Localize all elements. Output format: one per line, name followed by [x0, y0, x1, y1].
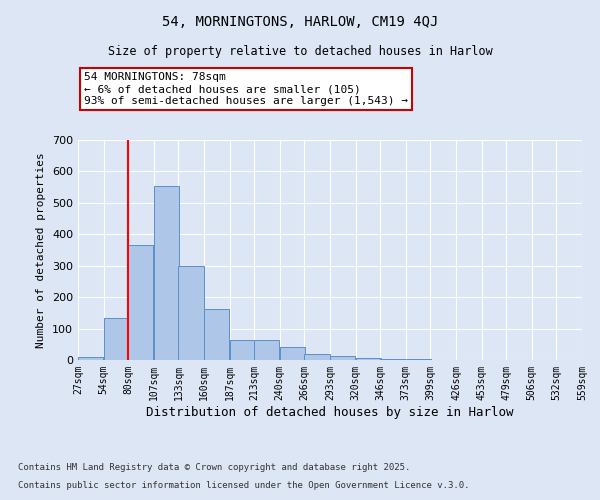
Bar: [178, 266, 203, 360]
Text: Contains public sector information licensed under the Open Government Licence v.: Contains public sector information licen…: [18, 481, 470, 490]
Y-axis label: Number of detached properties: Number of detached properties: [37, 152, 46, 348]
X-axis label: Distribution of detached houses by size in Harlow: Distribution of detached houses by size …: [146, 406, 514, 418]
Bar: [330, 356, 355, 360]
Bar: [380, 359, 406, 360]
Bar: [204, 309, 229, 360]
Text: 54 MORNINGTONS: 78sqm
← 6% of detached houses are smaller (105)
93% of semi-deta: 54 MORNINGTONS: 78sqm ← 6% of detached h…: [84, 72, 408, 106]
Text: 54, MORNINGTONS, HARLOW, CM19 4QJ: 54, MORNINGTONS, HARLOW, CM19 4QJ: [162, 15, 438, 29]
Bar: [78, 358, 103, 360]
Bar: [304, 354, 329, 360]
Bar: [154, 186, 179, 360]
Text: Contains HM Land Registry data © Crown copyright and database right 2025.: Contains HM Land Registry data © Crown c…: [18, 464, 410, 472]
Bar: [356, 358, 380, 360]
Bar: [280, 347, 305, 360]
Bar: [254, 340, 280, 360]
Bar: [230, 340, 254, 360]
Bar: [128, 246, 154, 360]
Text: Size of property relative to detached houses in Harlow: Size of property relative to detached ho…: [107, 45, 493, 58]
Bar: [104, 318, 128, 360]
